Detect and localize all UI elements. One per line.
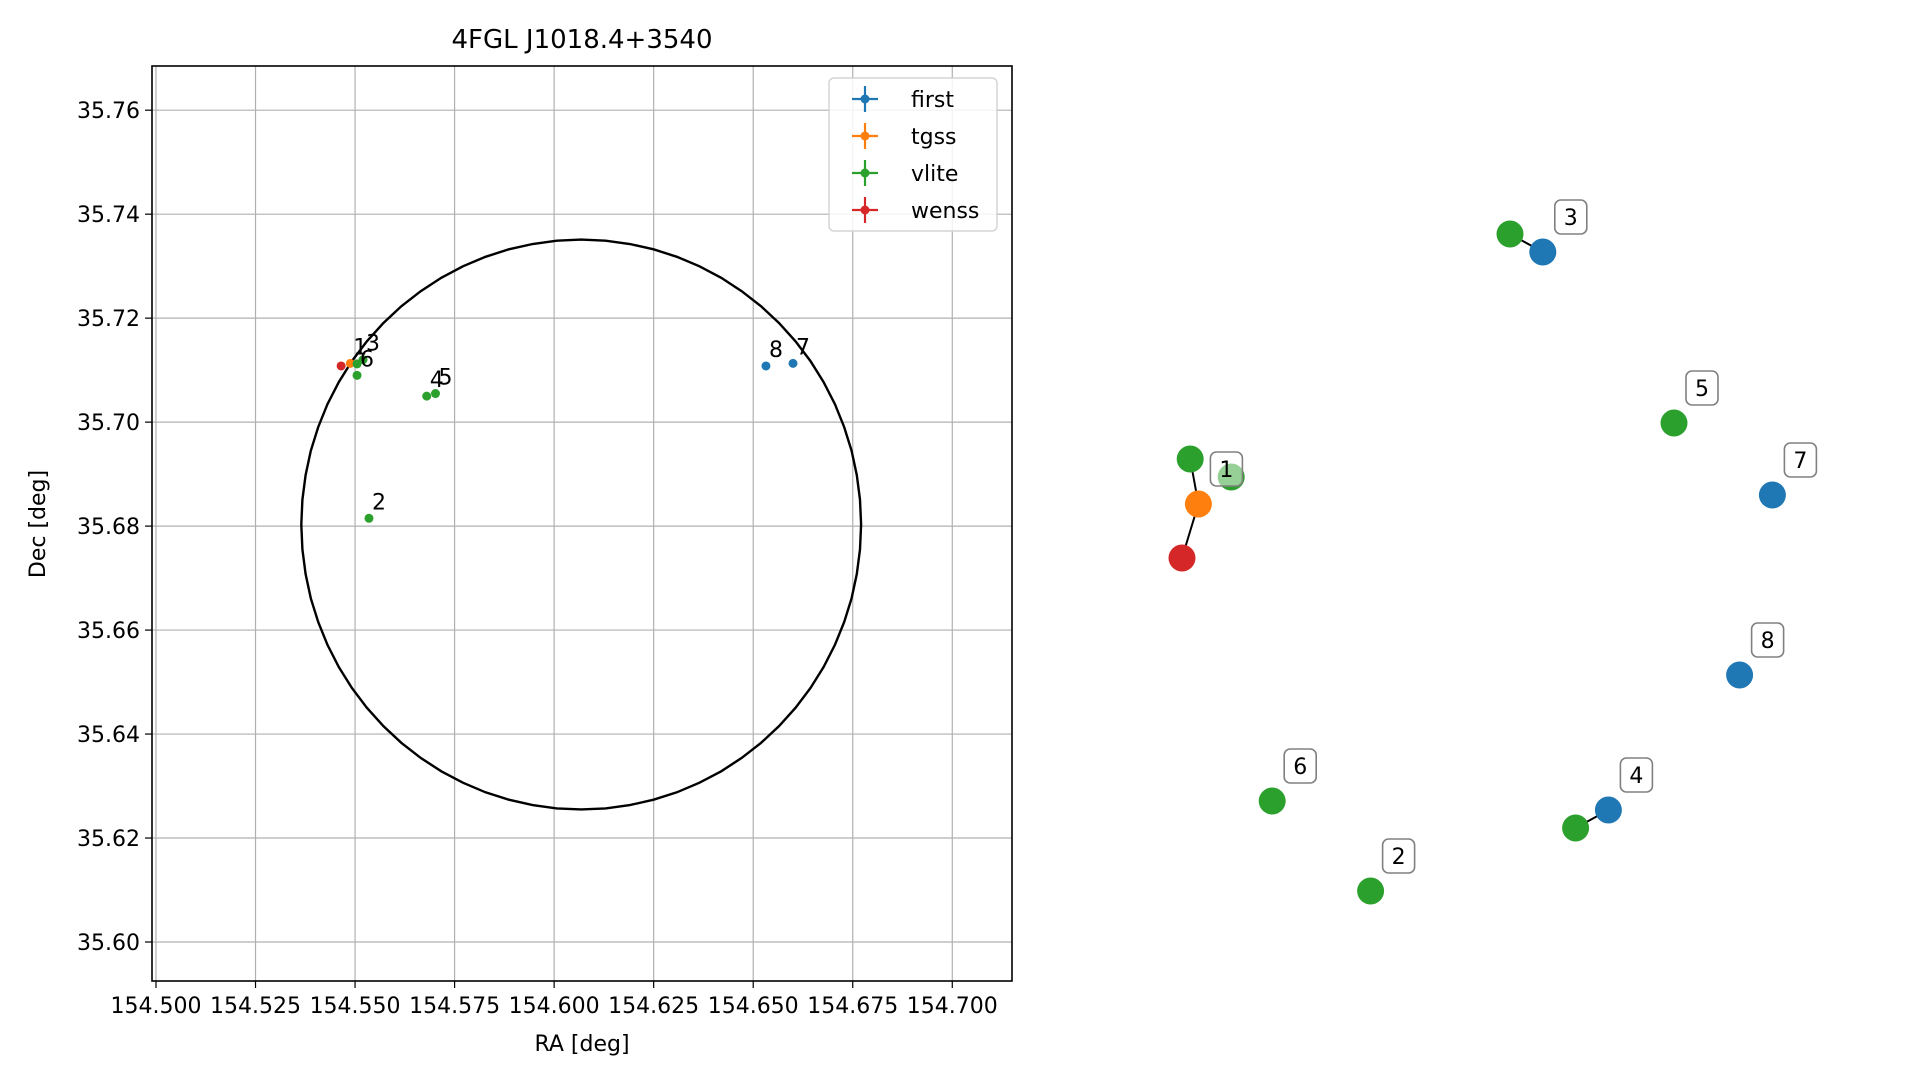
network-node-vlite <box>1258 787 1286 815</box>
node-label-box <box>1685 370 1719 406</box>
data-point-vlite <box>358 355 368 365</box>
legend-box <box>828 77 998 232</box>
network-node-vlite <box>1176 445 1204 473</box>
x-tick-label: 154.700 <box>907 994 998 1019</box>
point-labels: 136 2 45 8 7 <box>353 332 810 516</box>
ellipse-outline <box>300 238 863 811</box>
network-node-vlite <box>1660 409 1688 437</box>
x-tick-label: 154.550 <box>310 994 401 1019</box>
node-label-box <box>1283 748 1317 784</box>
x-tick-label: 154.525 <box>210 994 301 1019</box>
data-point-tgss <box>345 358 355 368</box>
data-point-vlite <box>364 513 374 523</box>
chart-title: 4FGL J1018.4+3540 <box>452 25 713 55</box>
node-label-box <box>1381 838 1416 874</box>
network-edges <box>1181 233 1609 829</box>
node-label: 2 <box>1392 845 1406 870</box>
point-label: 7 <box>796 335 810 360</box>
x-tick-label: 154.675 <box>807 994 898 1019</box>
x-tick-label: 154.650 <box>708 994 799 1019</box>
data-point-vlite <box>422 391 432 401</box>
data-point-first <box>761 361 771 371</box>
node-label: 4 <box>1629 764 1643 789</box>
point-label: 4 <box>430 368 444 393</box>
network-node-tgss <box>1184 490 1212 518</box>
y-tick-label: 35.66 <box>77 619 140 644</box>
y-tick-label: 35.60 <box>77 931 140 956</box>
node-label-box <box>1554 199 1588 235</box>
network-node-first <box>1726 661 1754 689</box>
network-node-first <box>1758 481 1786 509</box>
node-label-box <box>1750 622 1785 658</box>
point-label: 8 <box>769 338 783 363</box>
y-tick-label: 35.68 <box>77 515 140 540</box>
y-axis-ticks: 35.60 35.62 35.64 35.66 35.68 35.70 35.72 35.74… <box>77 99 152 956</box>
legend-marker-vlite <box>860 168 870 178</box>
point-label: 5 <box>438 366 452 391</box>
legend-label-vlite: vlite <box>911 162 958 187</box>
network-node-vlite <box>1562 814 1590 842</box>
node-label-box <box>1209 451 1244 487</box>
legend: first tgss vlite wenss <box>828 77 998 232</box>
scatter-plot: 4FGL J1018.4+3540 136 2 45 8 7 154.500 154.52… <box>26 25 1013 1057</box>
node-label-box <box>1783 442 1818 478</box>
x-axis-label: RA [deg] <box>534 1032 629 1057</box>
data-point-first <box>788 358 798 368</box>
data-point-vlite <box>352 370 362 380</box>
node-label: 6 <box>1293 755 1307 780</box>
point-label: 2 <box>372 490 386 515</box>
error-ellipse <box>300 238 863 811</box>
network-graph: 1 3 5 7 8 6 2 4 <box>1168 199 1818 905</box>
x-tick-label: 154.575 <box>409 994 500 1019</box>
y-tick-label: 35.70 <box>77 411 140 436</box>
legend-marker-first <box>860 94 870 104</box>
network-node-first <box>1529 238 1557 266</box>
network-node-wenss <box>1168 544 1196 572</box>
data-point-wenss <box>336 361 346 371</box>
point-label: 1 <box>353 335 367 360</box>
legend-label-tgss: tgss <box>911 125 957 150</box>
y-tick-label: 35.74 <box>77 203 140 228</box>
network-node-vlite <box>1357 877 1385 905</box>
x-tick-label: 154.600 <box>509 994 600 1019</box>
node-label: 3 <box>1564 206 1578 231</box>
node-label: 5 <box>1695 377 1709 402</box>
x-tick-label: 154.625 <box>608 994 699 1019</box>
legend-marker-wenss <box>860 205 870 215</box>
x-tick-label: 154.500 <box>110 994 201 1019</box>
y-tick-label: 35.72 <box>77 307 140 332</box>
plot-frame <box>151 65 1013 982</box>
legend-label-wenss: wenss <box>911 199 979 224</box>
data-points <box>336 355 798 523</box>
network-nodes: 1 3 5 7 8 6 2 4 <box>1168 199 1818 905</box>
y-tick-label: 35.62 <box>77 827 140 852</box>
y-axis-label: Dec [deg] <box>26 470 51 578</box>
point-label: 3 <box>366 332 380 357</box>
node-label: 7 <box>1793 449 1807 474</box>
legend-label-first: first <box>911 88 954 113</box>
x-axis-ticks: 154.500 154.525 154.550 154.575 154.600 154.6… <box>110 981 998 1019</box>
network-node-vlite <box>1496 220 1524 248</box>
data-point-vlite <box>430 389 440 399</box>
y-tick-label: 35.76 <box>77 99 140 124</box>
node-label: 8 <box>1761 629 1775 654</box>
grid <box>152 66 1012 981</box>
node-label: 1 <box>1219 458 1233 483</box>
legend-marker-tgss <box>860 131 870 141</box>
node-label-box <box>1619 757 1654 793</box>
network-node-first <box>1594 796 1622 824</box>
y-tick-label: 35.64 <box>77 723 140 748</box>
point-label: 6 <box>360 347 374 372</box>
